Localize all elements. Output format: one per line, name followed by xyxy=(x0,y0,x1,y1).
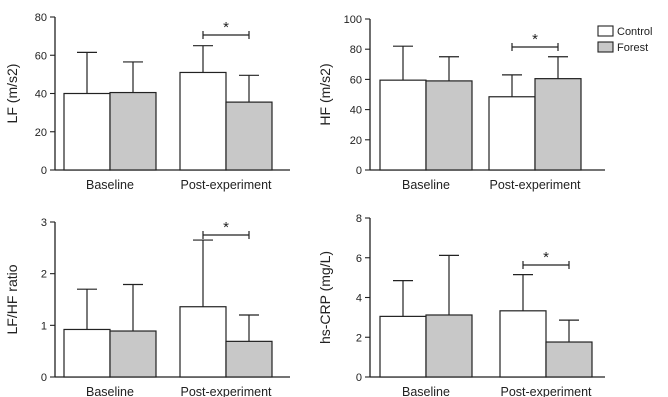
legend-label-control: Control xyxy=(617,26,652,38)
category-label-post-experiment: Post-experiment xyxy=(489,178,581,192)
y-tick-label: 3 xyxy=(41,217,47,229)
bar-control-baseline xyxy=(379,79,427,171)
significance-star: * xyxy=(532,31,538,48)
y-tick-label: 20 xyxy=(350,135,362,147)
legend-swatch-control xyxy=(597,25,614,37)
legend-swatch-forest xyxy=(597,41,614,53)
y-axis-title: LF (m/s2) xyxy=(4,64,20,124)
bar-forest-baseline xyxy=(109,330,157,378)
bar-control-post-experiment xyxy=(488,96,536,171)
y-tick-label: 80 xyxy=(35,12,47,24)
y-tick-label: 8 xyxy=(356,213,362,225)
bar-forest-baseline xyxy=(109,91,157,171)
bar-control-post-experiment xyxy=(499,310,547,378)
bar-control-baseline xyxy=(379,315,427,378)
bar-forest-post-experiment xyxy=(225,340,273,378)
bar-control-baseline xyxy=(63,92,111,171)
bar-forest-post-experiment xyxy=(545,341,593,378)
bar-forest-post-experiment xyxy=(225,101,273,171)
y-tick-label: 2 xyxy=(41,269,47,281)
y-axis-title: hs-CRP (mg/L) xyxy=(317,251,333,344)
chart-panel-1: 0 20 40 60 80 LF (m/s2) Baseline Post-experimen… xyxy=(4,12,290,192)
bar-forest-post-experiment xyxy=(534,78,582,171)
significance-bracket xyxy=(511,43,559,51)
y-tick-label: 80 xyxy=(350,44,362,56)
bar-control-baseline xyxy=(63,328,111,378)
y-tick-label: 60 xyxy=(35,50,47,62)
significance-bracket xyxy=(202,231,250,239)
category-label-baseline: Baseline xyxy=(402,385,450,397)
significance-bracket xyxy=(522,261,570,269)
category-label-post-experiment: Post-experiment xyxy=(180,385,272,397)
category-label-post-experiment: Post-experiment xyxy=(180,178,272,192)
y-tick-label: 4 xyxy=(356,293,362,305)
y-axis-title: LF/HF ratio xyxy=(4,264,20,334)
legend-label-forest: Forest xyxy=(617,42,648,54)
bar-forest-baseline xyxy=(425,80,473,171)
category-label-post-experiment: Post-experiment xyxy=(500,385,592,397)
bar-control-post-experiment xyxy=(179,306,227,378)
bar-control-post-experiment xyxy=(179,71,227,171)
chart-panel-3: 0 1 2 3 LF/HF ratio Baseline Post-experiment * xyxy=(4,217,290,397)
y-tick-label: 100 xyxy=(344,14,362,26)
category-label-baseline: Baseline xyxy=(86,178,134,192)
y-tick-label: 40 xyxy=(350,105,362,117)
y-tick-label: 0 xyxy=(41,372,47,384)
significance-star: * xyxy=(223,219,229,236)
y-axis-title: HF (m/s2) xyxy=(317,63,333,125)
category-label-baseline: Baseline xyxy=(402,178,450,192)
y-tick-label: 6 xyxy=(356,253,362,265)
y-tick-label: 1 xyxy=(41,320,47,332)
legend: Control Forest xyxy=(597,25,652,54)
y-tick-label: 0 xyxy=(356,372,362,384)
chart-panel-2: 0 20 40 60 80 100 HF (m/s2) Baseline Post-experi… xyxy=(317,14,605,192)
y-tick-label: 40 xyxy=(35,89,47,101)
y-tick-label: 0 xyxy=(356,165,362,177)
significance-star: * xyxy=(223,19,229,36)
bar-forest-baseline xyxy=(425,314,473,378)
category-label-baseline: Baseline xyxy=(86,385,134,397)
y-tick-label: 0 xyxy=(41,165,47,177)
chart-panel-4: 0 2 4 6 8 hs-CRP (mg/L) Baseline Post-experimen… xyxy=(317,213,605,397)
y-tick-label: 2 xyxy=(356,332,362,344)
significance-star: * xyxy=(543,249,549,266)
y-tick-label: 60 xyxy=(350,74,362,86)
y-tick-label: 20 xyxy=(35,127,47,139)
significance-bracket xyxy=(202,31,250,39)
